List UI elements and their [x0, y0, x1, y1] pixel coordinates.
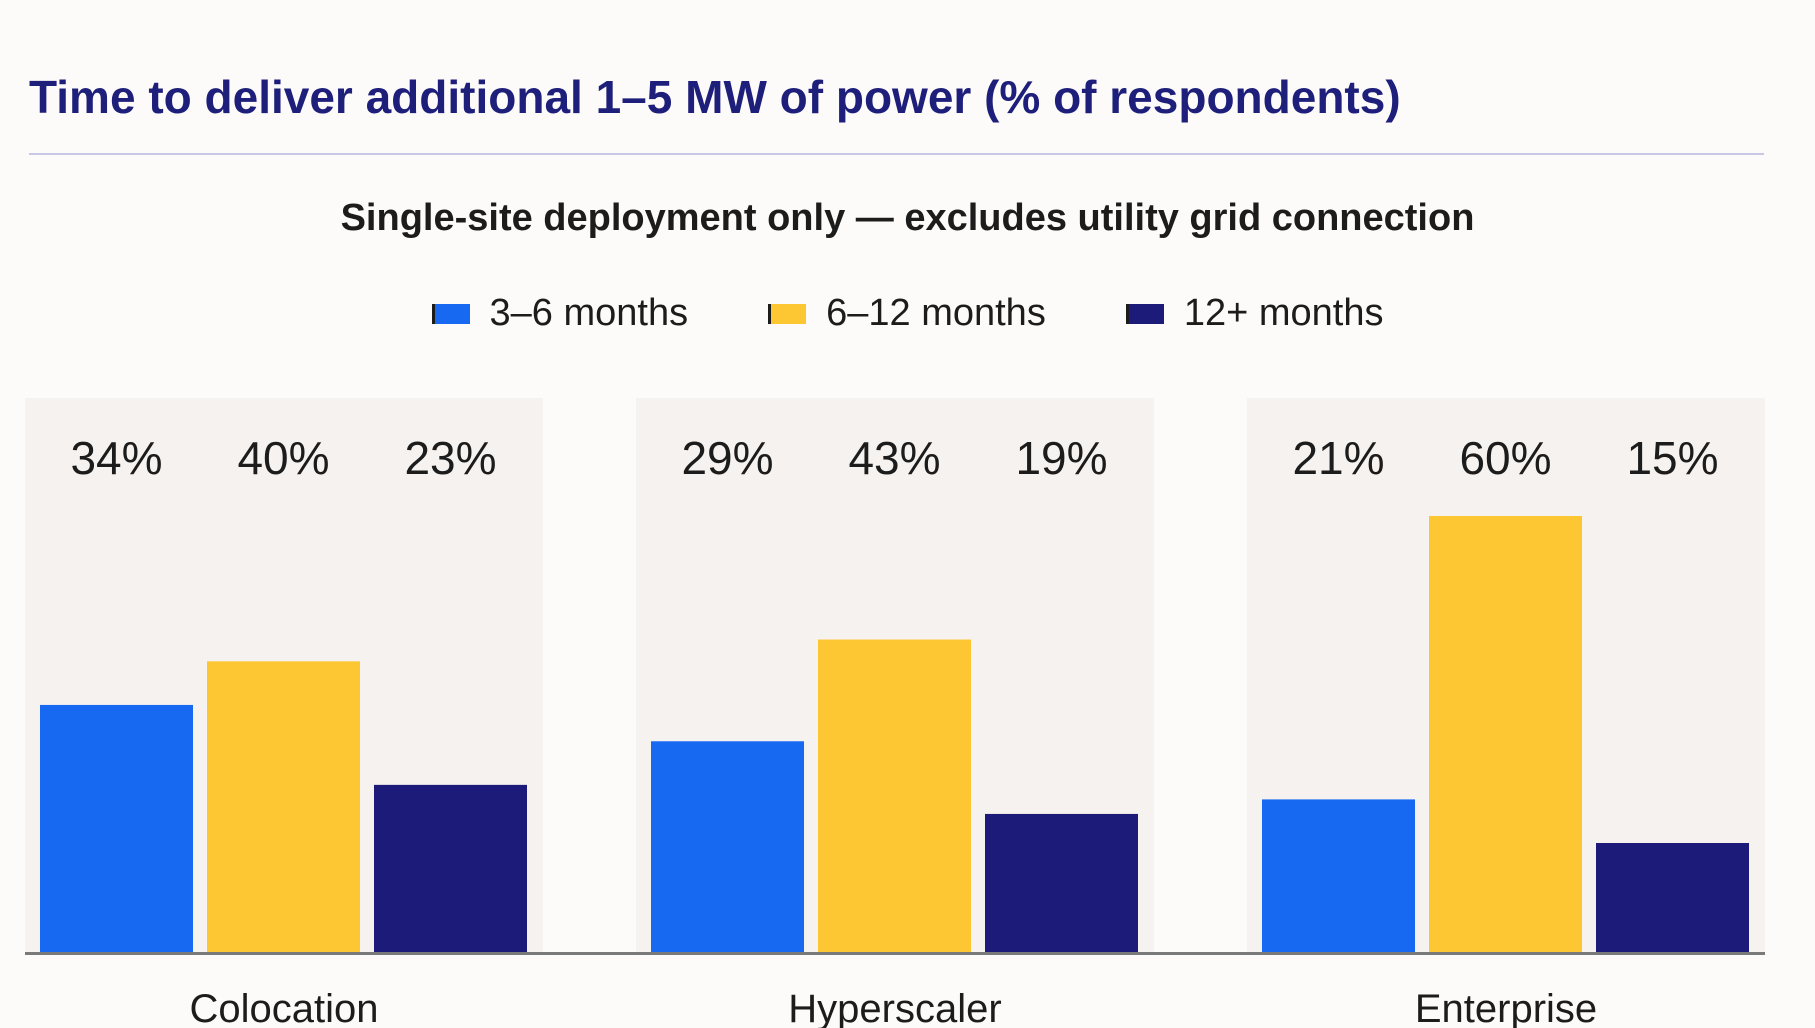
category-label-enterprise: Enterprise	[1415, 987, 1597, 1028]
legend-label-3-6-months: 3–6 months	[489, 292, 689, 334]
data-label-hyperscaler-6-12-months: 43%	[848, 432, 940, 484]
bar-colocation-3-6-months	[40, 704, 193, 952]
legend-swatch-12-plus-months	[1125, 303, 1164, 324]
legend: 3–6 months 6–12 months 12+ months	[0, 292, 1815, 335]
bar-hyperscaler-6-12-months	[818, 639, 971, 952]
data-label-colocation-6-12-months: 40%	[237, 432, 329, 484]
legend-swatch-3-6-months	[431, 303, 470, 324]
legend-item-3-6-months: 3–6 months	[431, 292, 689, 335]
data-label-enterprise-3-6-months: 21%	[1292, 432, 1384, 484]
bar-hyperscaler-12-months	[985, 813, 1138, 952]
legend-label-6-12-months: 6–12 months	[826, 292, 1046, 334]
category-label-hyperscaler: Hyperscaler	[788, 987, 1001, 1028]
bar-enterprise-12-months	[1596, 843, 1749, 952]
bar-colocation-6-12-months	[207, 661, 360, 952]
data-label-colocation-12-months: 23%	[404, 432, 496, 484]
data-label-enterprise-6-12-months: 60%	[1459, 432, 1551, 484]
chart-subtitle: Single-site deployment only — excludes u…	[340, 197, 1475, 239]
data-label-colocation-3-6-months: 34%	[70, 432, 162, 484]
x-axis-line	[25, 952, 1765, 955]
data-label-hyperscaler-12-months: 19%	[1015, 432, 1107, 484]
bar-enterprise-3-6-months	[1262, 799, 1415, 952]
data-label-hyperscaler-3-6-months: 29%	[681, 432, 773, 484]
legend-label-12-plus-months: 12+ months	[1183, 292, 1384, 334]
legend-item-6-12-months: 6–12 months	[768, 292, 1046, 335]
bar-enterprise-6-12-months	[1429, 516, 1582, 952]
title-divider	[29, 153, 1764, 155]
category-label-colocation: Colocation	[189, 987, 378, 1028]
legend-item-12-plus-months: 12+ months	[1125, 292, 1384, 335]
legend-swatch-6-12-months	[768, 303, 807, 324]
bar-hyperscaler-3-6-months	[651, 741, 804, 952]
chart-title: Time to deliver additional 1–5 MW of pow…	[29, 71, 1401, 123]
bar-colocation-12-months	[374, 784, 527, 952]
data-label-enterprise-12-months: 15%	[1626, 432, 1718, 484]
